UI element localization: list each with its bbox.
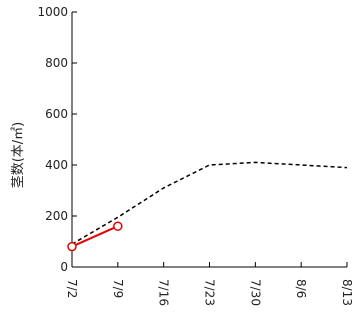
y-axis-label: 茎数(本/㎡) — [11, 122, 26, 189]
x-tick-label-1: 7/9 — [111, 279, 125, 298]
series-1-point-1 — [113, 221, 123, 231]
series-1-point-0 — [67, 241, 77, 252]
x-tick-label-6: 8/13 — [340, 279, 354, 306]
x-tick-label-4: 7/30 — [248, 279, 262, 306]
y-tick-label-3: 600 — [45, 107, 68, 121]
x-tick-label-5: 8/6 — [294, 279, 308, 298]
x-tick-label-0: 7/2 — [65, 279, 79, 298]
y-tick-label-1: 200 — [45, 209, 68, 223]
series-layer — [67, 161, 348, 252]
y-tick-label-0: 0 — [60, 260, 68, 274]
axes: 0 200 400 600 800 1000 7/2 7/9 7/16 7/23 7/30 8/6 8/… — [37, 5, 354, 306]
y-tick-label-5: 1000 — [37, 5, 68, 19]
x-tick-label-3: 7/23 — [203, 279, 217, 306]
y-tick-label-2: 400 — [45, 158, 68, 172]
x-tick-label-2: 7/16 — [157, 279, 171, 306]
series-line-1 — [71, 225, 119, 248]
y-tick-label-4: 800 — [45, 56, 68, 70]
series-line-0 — [71, 161, 348, 245]
